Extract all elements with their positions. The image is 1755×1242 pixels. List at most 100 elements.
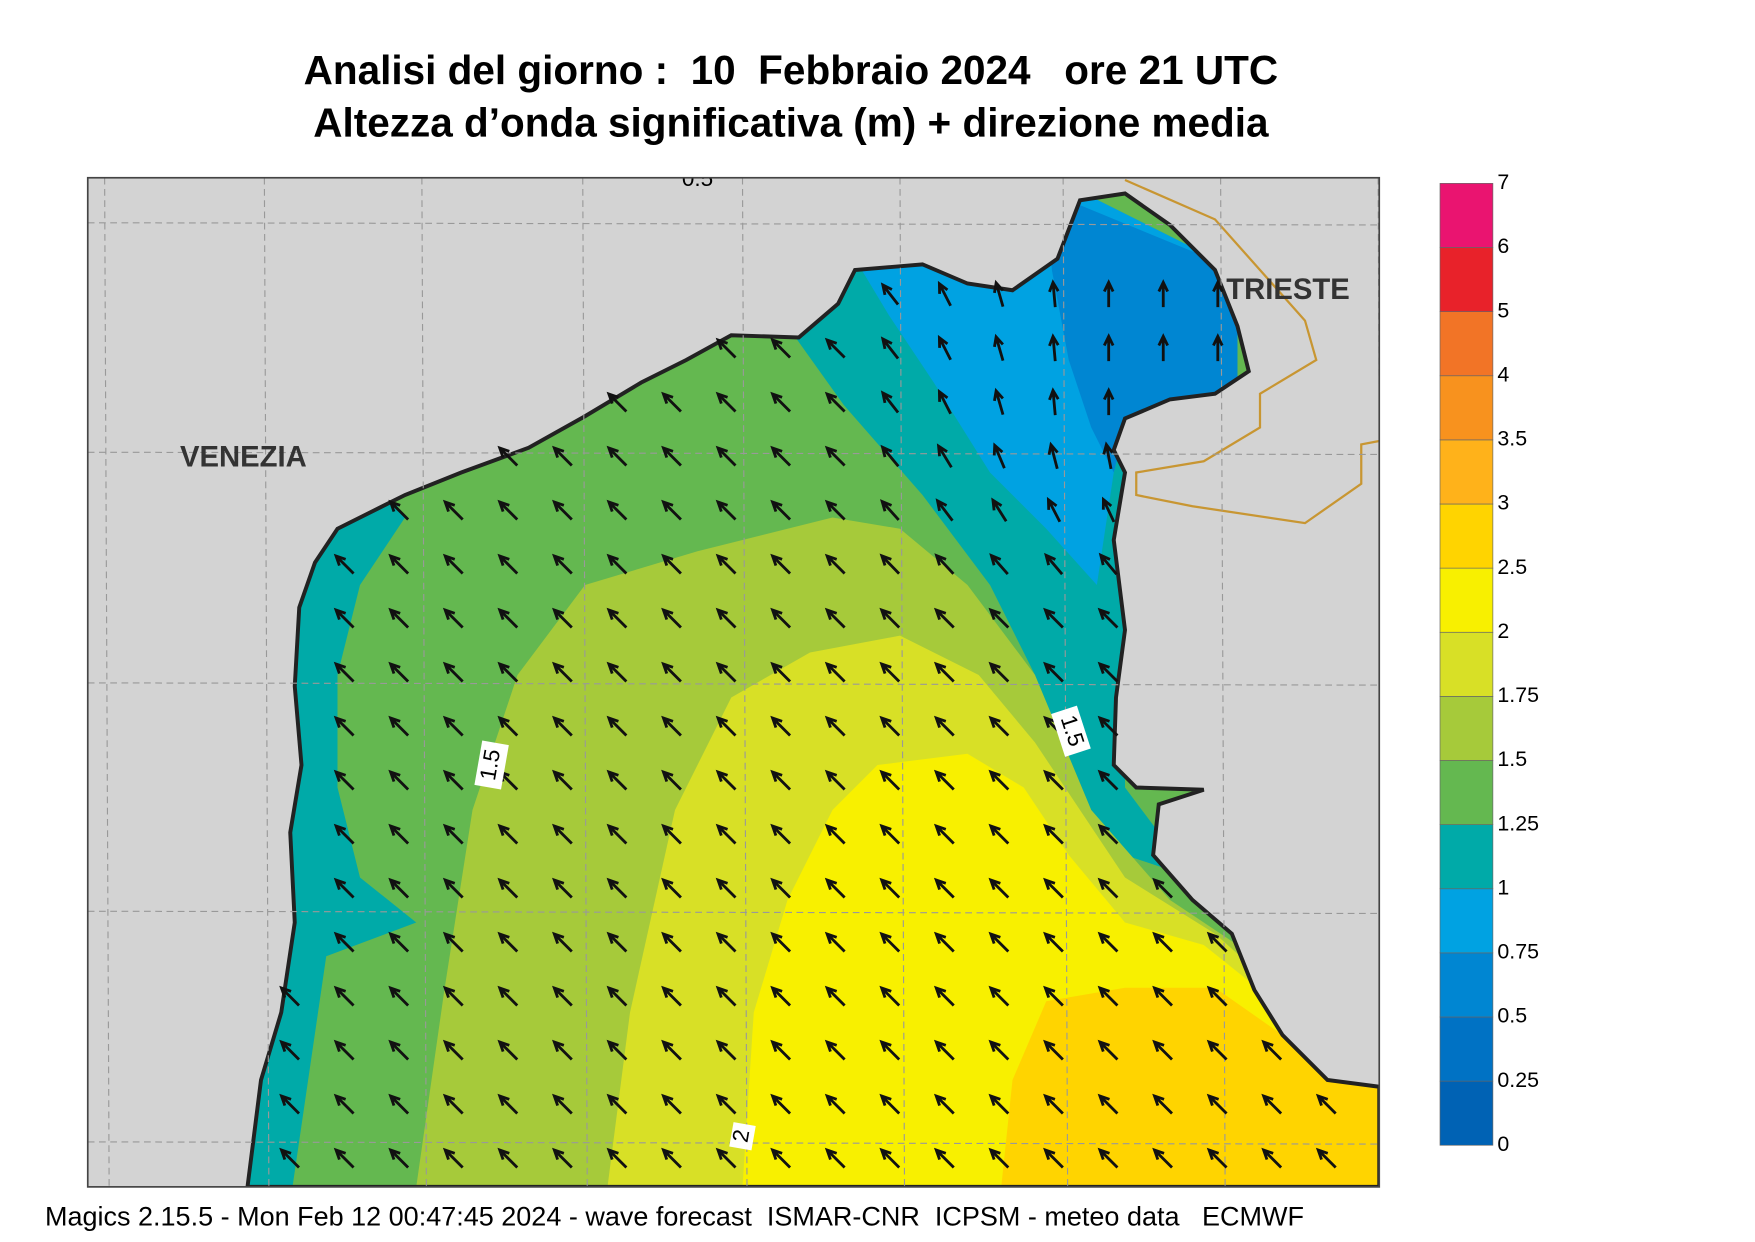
arrow bbox=[715, 553, 737, 575]
contour-label-bg bbox=[1051, 705, 1091, 757]
arrow bbox=[933, 823, 955, 845]
arrow bbox=[1097, 1039, 1119, 1061]
arrow bbox=[1043, 1093, 1064, 1115]
colorbar-tick-label: 7 bbox=[1497, 170, 1509, 194]
arrow bbox=[1152, 1093, 1173, 1115]
arrow bbox=[606, 661, 628, 683]
arrow bbox=[937, 280, 952, 307]
arrows bbox=[279, 279, 1337, 1169]
arrow bbox=[988, 661, 1010, 683]
arrow bbox=[1048, 279, 1060, 308]
footer: Magics 2.15.5 - Mon Feb 12 00:47:45 2024… bbox=[45, 1202, 1304, 1232]
arrow bbox=[1212, 333, 1224, 362]
arrow bbox=[552, 715, 573, 737]
arrow bbox=[879, 553, 901, 575]
arrow bbox=[991, 497, 1008, 522]
arrow bbox=[1152, 1039, 1173, 1061]
arrow bbox=[715, 985, 737, 1007]
arrow bbox=[879, 985, 901, 1007]
arrow bbox=[933, 715, 955, 737]
arrow bbox=[1043, 1147, 1064, 1169]
arrow bbox=[824, 1147, 846, 1169]
arrow bbox=[606, 553, 628, 575]
arrow bbox=[880, 444, 900, 468]
arrow bbox=[442, 877, 464, 899]
arrow bbox=[388, 1147, 410, 1169]
arrow bbox=[770, 877, 792, 899]
arrow bbox=[279, 1093, 300, 1115]
contour-label-bg bbox=[474, 740, 509, 790]
arrow bbox=[661, 985, 682, 1007]
arrow bbox=[388, 823, 410, 845]
arrow bbox=[606, 769, 628, 791]
arrow bbox=[824, 877, 846, 899]
arrow bbox=[552, 877, 573, 899]
arrow bbox=[770, 391, 792, 413]
arrow bbox=[824, 607, 846, 629]
arrow bbox=[1097, 1093, 1119, 1115]
colorbar-tick-label: 0.75 bbox=[1497, 940, 1539, 964]
title: Analisi del giorno : 10 Febbraio 2024 or… bbox=[304, 47, 1279, 93]
arrow bbox=[606, 877, 628, 899]
arrow bbox=[606, 391, 628, 413]
arrow bbox=[824, 553, 846, 575]
arrow bbox=[1043, 931, 1064, 953]
arrow bbox=[770, 445, 792, 467]
arrow bbox=[933, 1039, 955, 1061]
arrow bbox=[879, 769, 901, 791]
arrow bbox=[770, 607, 792, 629]
arrow bbox=[606, 1147, 628, 1169]
arrow bbox=[606, 499, 628, 521]
arrow bbox=[333, 769, 355, 791]
arrow bbox=[770, 985, 792, 1007]
arrow bbox=[661, 1093, 682, 1115]
arrow bbox=[1157, 333, 1169, 362]
arrow bbox=[770, 931, 792, 953]
arrow bbox=[770, 499, 792, 521]
arrow bbox=[442, 607, 464, 629]
arrow bbox=[333, 823, 355, 845]
arrow bbox=[606, 823, 628, 845]
arrow bbox=[770, 661, 792, 683]
arrow bbox=[770, 337, 792, 359]
arrow bbox=[497, 553, 519, 575]
arrow bbox=[933, 877, 955, 899]
arrow bbox=[1048, 387, 1060, 416]
arrow bbox=[880, 499, 900, 521]
arrow bbox=[661, 553, 682, 575]
arrow bbox=[661, 931, 682, 953]
arrow bbox=[715, 769, 737, 791]
arrow bbox=[1206, 1093, 1228, 1115]
arrow bbox=[497, 661, 519, 683]
arrow bbox=[988, 607, 1010, 629]
arrow bbox=[935, 498, 954, 522]
arrow bbox=[279, 1039, 300, 1061]
arrow bbox=[933, 607, 955, 629]
arrow bbox=[497, 1093, 519, 1115]
arrow bbox=[388, 1039, 410, 1061]
arrow bbox=[1315, 1147, 1337, 1169]
arrow bbox=[333, 877, 355, 899]
colorbar-bin bbox=[1439, 760, 1494, 825]
arrow bbox=[1043, 607, 1064, 629]
arrow bbox=[1097, 877, 1119, 899]
arrow bbox=[661, 823, 682, 845]
arrow bbox=[988, 769, 1010, 791]
arrow bbox=[661, 769, 682, 791]
arrow bbox=[333, 985, 355, 1007]
arrow bbox=[770, 823, 792, 845]
arrow bbox=[715, 391, 737, 413]
arrow bbox=[442, 1147, 464, 1169]
arrow bbox=[879, 1039, 901, 1061]
arrow bbox=[606, 1039, 628, 1061]
arrow bbox=[879, 877, 901, 899]
arrow bbox=[1043, 823, 1064, 845]
arrow bbox=[388, 715, 410, 737]
arrow bbox=[715, 877, 737, 899]
arrow bbox=[1152, 1147, 1173, 1169]
arrow bbox=[442, 931, 464, 953]
arrow bbox=[661, 499, 682, 521]
contour-label: 2 bbox=[728, 1128, 755, 1145]
arrow bbox=[879, 931, 901, 953]
arrow bbox=[333, 715, 355, 737]
